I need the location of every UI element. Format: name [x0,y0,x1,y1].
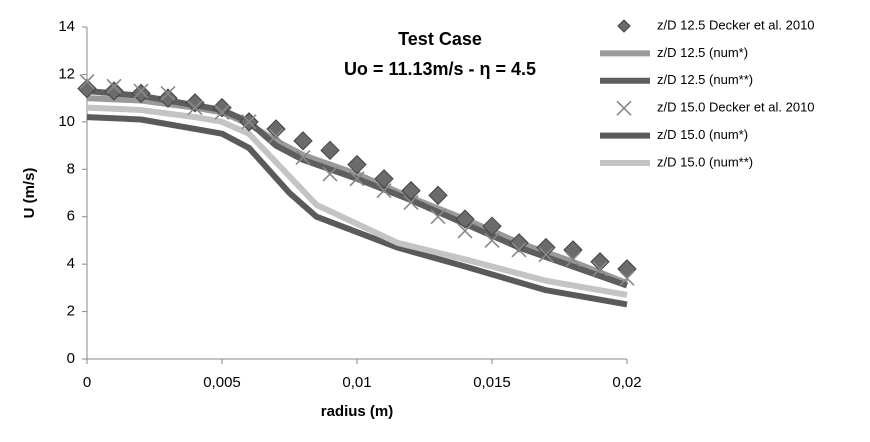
legend-item: z/D 12.5 Decker et al. 2010 [617,17,815,33]
marker [187,100,203,116]
marker [320,140,340,161]
marker [185,93,205,113]
marker [592,261,608,277]
marker [160,85,176,101]
marker [104,81,124,101]
legend-label: z/D 12.5 (num**) [657,72,753,87]
marker [347,154,367,175]
marker [430,209,446,225]
marker [131,83,151,104]
x-tick-label: 0,02 [612,374,641,391]
marker [376,183,392,199]
marker [266,119,286,139]
y-tick-label: 12 [58,65,75,82]
series-line [86,114,628,308]
chart-title: Test Case [398,29,482,49]
legend-label: z/D 12.5 Decker et al. 2010 [657,17,815,32]
y-tick-label: 14 [58,18,75,35]
marker [482,216,502,236]
legend-item: z/D 12.5 (num*) [600,45,748,60]
chart-subtitle: Uo = 11.13m/s - η = 4.5 [344,59,536,79]
legend-item: z/D 12.5 (num**) [600,72,753,87]
marker [212,97,232,118]
marker [619,270,635,286]
marker [509,233,529,253]
marker [133,83,149,99]
legend-item: z/D 15.0 (num**) [600,154,753,169]
legend-swatch [616,100,632,116]
marker [401,180,421,201]
marker [563,240,583,260]
marker [374,169,394,189]
x-tick-label: 0,01 [342,374,371,391]
marker [457,223,473,239]
marker [79,73,95,90]
y-tick-label: 6 [67,208,75,225]
legend-label: z/D 15.0 (num**) [657,154,753,169]
x-axis-title: radius (m) [321,403,394,420]
y-tick-label: 4 [67,255,75,272]
marker [536,237,556,258]
marker [538,247,554,263]
marker [403,194,419,211]
marker [511,242,527,258]
marker [349,171,365,187]
marker [617,259,637,279]
marker [565,251,581,267]
x-tick-label: 0,015 [473,374,511,391]
marker [455,209,475,229]
legend-label: z/D 15.0 Decker et al. 2010 [657,100,815,115]
marker [106,78,122,94]
marker [158,88,178,108]
legend-swatch [617,19,631,33]
marker [590,252,610,272]
marker [241,114,257,130]
series-line [86,104,628,298]
legend-label: z/D 15.0 (num*) [657,127,748,142]
x-tick-label: 0,005 [203,374,241,391]
marker [293,131,313,151]
marker [77,78,97,99]
y-tick-label: 0 [67,350,75,367]
marker [484,232,500,248]
marker [322,166,338,182]
y-axis-title: U (m/s) [21,168,38,219]
marker [428,185,448,206]
marker [268,128,284,144]
y-tick-label: 10 [58,113,75,130]
legend-label: z/D 12.5 (num*) [657,45,748,60]
x-tick-label: 0 [83,374,91,391]
y-tick-label: 8 [67,160,75,177]
y-tick-label: 2 [67,303,75,320]
legend-item: z/D 15.0 (num*) [600,127,748,142]
legend-item: z/D 15.0 Decker et al. 2010 [616,100,815,116]
marker [214,104,230,120]
marker [295,149,311,165]
